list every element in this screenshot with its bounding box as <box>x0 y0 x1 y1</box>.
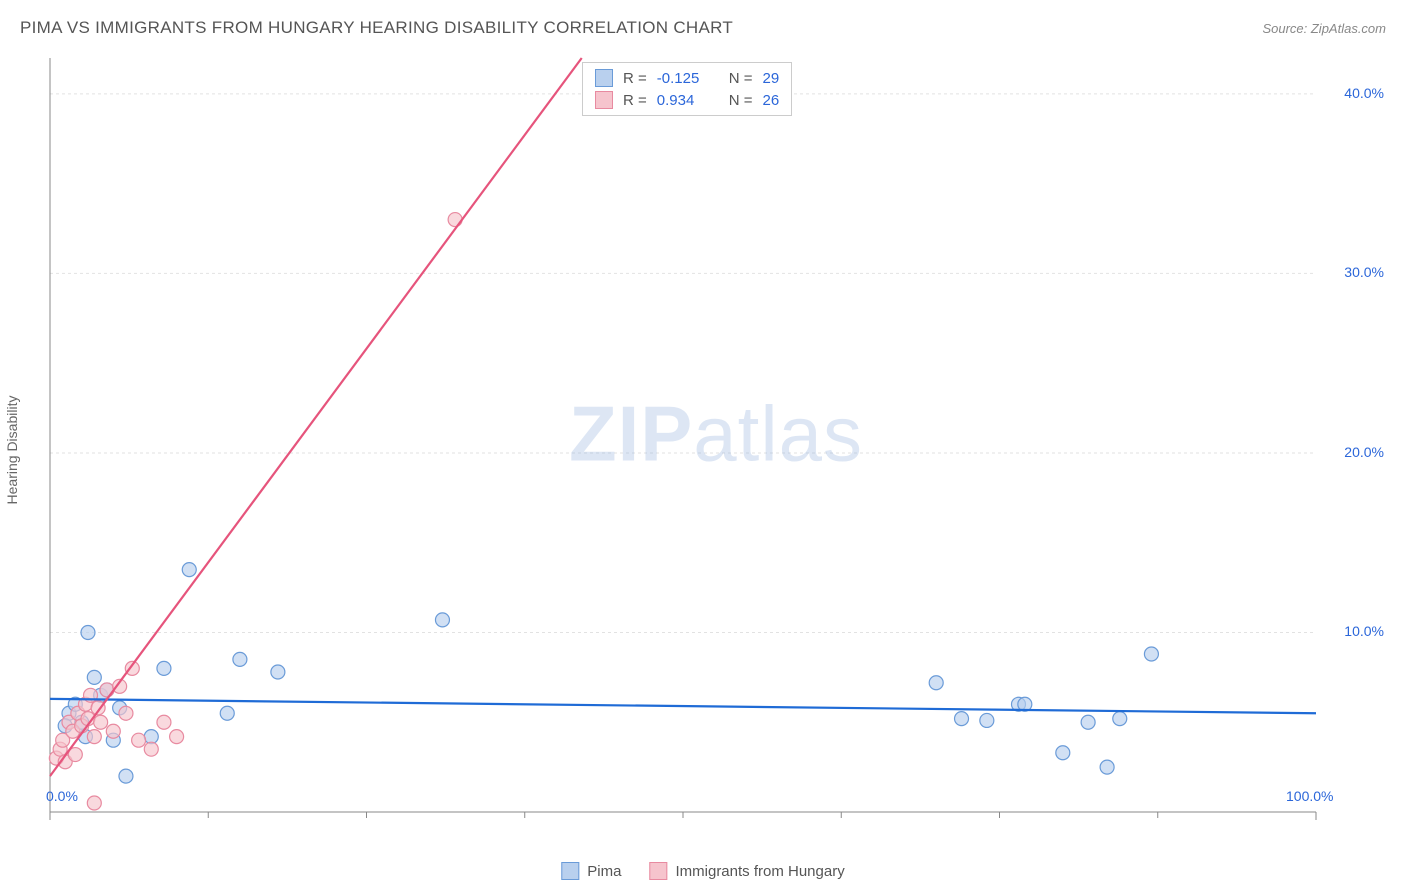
data-point <box>1056 746 1070 760</box>
y-tick-label: 30.0% <box>1344 264 1384 280</box>
chart-area: Hearing Disability ZIPatlas R = -0.125N … <box>46 54 1386 846</box>
stat-row: R = -0.125N = 29 <box>583 67 791 89</box>
data-point <box>448 213 462 227</box>
trend-line <box>50 58 582 776</box>
data-point <box>929 676 943 690</box>
legend-swatch <box>595 91 613 109</box>
data-point <box>87 670 101 684</box>
data-point <box>1113 712 1127 726</box>
legend-label: Immigrants from Hungary <box>675 863 844 880</box>
data-point <box>1100 760 1114 774</box>
data-point <box>220 706 234 720</box>
data-point <box>87 796 101 810</box>
x-tick-label: 100.0% <box>1286 788 1333 804</box>
y-tick-label: 10.0% <box>1344 623 1384 639</box>
data-point <box>1144 647 1158 661</box>
y-tick-label: 40.0% <box>1344 85 1384 101</box>
data-point <box>157 715 171 729</box>
data-point <box>157 661 171 675</box>
x-tick-label: 0.0% <box>46 788 78 804</box>
data-point <box>144 730 158 744</box>
legend-item: Immigrants from Hungary <box>649 862 844 880</box>
data-point <box>435 613 449 627</box>
data-point <box>119 769 133 783</box>
series-legend: Pima Immigrants from Hungary <box>561 862 844 880</box>
data-point <box>1081 715 1095 729</box>
legend-swatch <box>561 862 579 880</box>
data-point <box>182 563 196 577</box>
y-axis-label: Hearing Disability <box>4 396 20 505</box>
data-point <box>81 625 95 639</box>
legend-label: Pima <box>587 863 621 880</box>
correlation-stats-box: R = -0.125N = 29R = 0.934N = 26 <box>582 62 792 116</box>
data-point <box>87 730 101 744</box>
trend-line <box>50 699 1316 713</box>
chart-title: PIMA VS IMMIGRANTS FROM HUNGARY HEARING … <box>20 18 733 38</box>
data-point <box>132 733 146 747</box>
data-point <box>94 715 108 729</box>
legend-swatch <box>649 862 667 880</box>
scatter-plot <box>46 54 1386 846</box>
stat-row: R = 0.934N = 26 <box>583 89 791 111</box>
source-credit: Source: ZipAtlas.com <box>1262 21 1386 36</box>
data-point <box>100 683 114 697</box>
data-point <box>233 652 247 666</box>
y-tick-label: 20.0% <box>1344 444 1384 460</box>
legend-swatch <box>595 69 613 87</box>
data-point <box>144 742 158 756</box>
data-point <box>955 712 969 726</box>
data-point <box>980 713 994 727</box>
data-point <box>119 706 133 720</box>
data-point <box>106 724 120 738</box>
legend-item: Pima <box>561 862 621 880</box>
data-point <box>170 730 184 744</box>
data-point <box>271 665 285 679</box>
